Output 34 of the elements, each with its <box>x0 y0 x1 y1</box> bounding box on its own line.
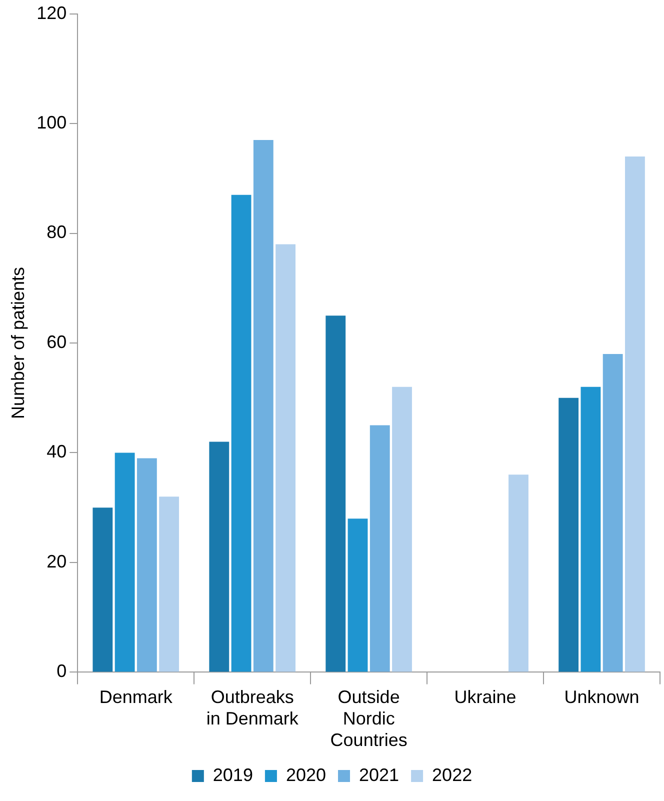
bar <box>580 386 601 672</box>
legend-label: 2021 <box>359 764 400 785</box>
bar <box>209 442 230 672</box>
bar <box>370 425 390 672</box>
x-tick-label: Denmark <box>99 686 174 707</box>
y-tick-label: 80 <box>46 222 67 242</box>
bar <box>625 156 645 672</box>
bar <box>114 452 135 672</box>
y-tick-label: 100 <box>36 112 67 132</box>
bar <box>326 316 346 672</box>
bar <box>159 496 180 672</box>
bar <box>602 354 623 672</box>
legend-label: 2020 <box>286 764 326 785</box>
bar <box>348 518 368 672</box>
legend-label: 2022 <box>432 764 472 785</box>
y-tick-label: 0 <box>56 661 67 682</box>
bar <box>558 398 579 672</box>
bar <box>253 140 274 672</box>
y-tick-label: 60 <box>46 332 67 352</box>
y-tick-label: 120 <box>36 2 67 23</box>
bar <box>276 244 296 672</box>
bar <box>231 194 252 672</box>
bar <box>136 458 157 672</box>
y-tick-label: 20 <box>46 551 67 572</box>
x-tick-label: Outbreaks in Denmark <box>206 686 300 729</box>
bar <box>392 386 412 672</box>
x-tick-label: Outside Nordic Countries <box>330 686 408 750</box>
x-tick-label: Unknown <box>564 686 640 707</box>
y-axis-title: Number of patients <box>8 266 28 420</box>
y-tick-label: 40 <box>46 442 67 462</box>
x-tick-label: Ukraine <box>454 686 516 707</box>
legend-label: 2019 <box>212 764 253 785</box>
bar <box>508 474 528 672</box>
bar <box>92 508 113 672</box>
